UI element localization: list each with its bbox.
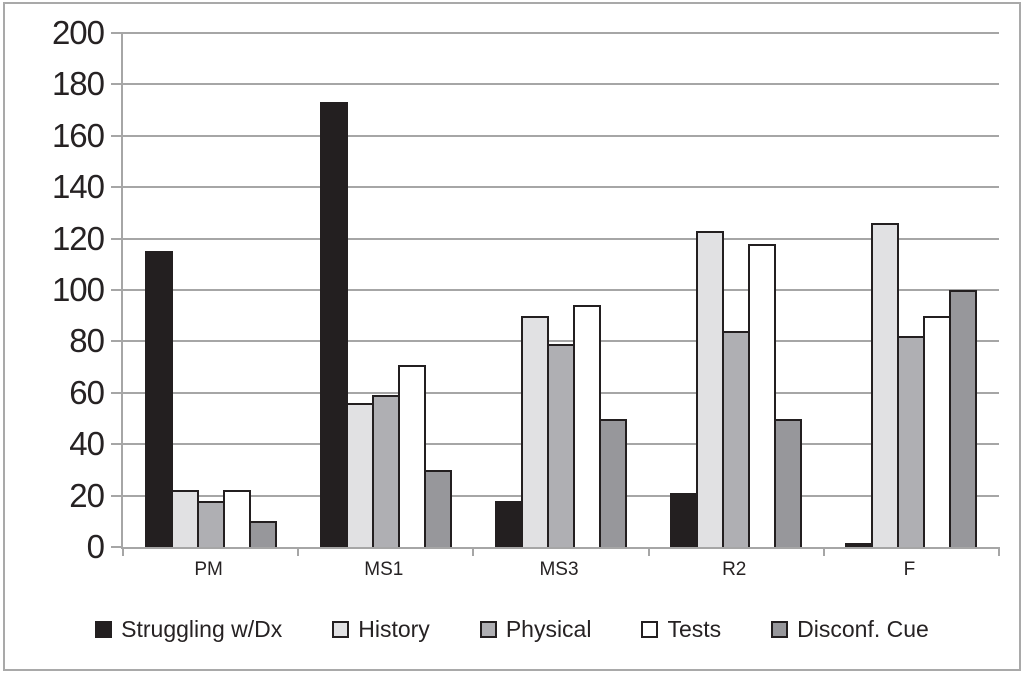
y-tick-label-180: 180 [51,65,105,103]
x-axis-tick [822,547,825,556]
legend-item-disconf-cue: Disconf. Cue [771,616,929,643]
bar-disconf-cue-pm [248,521,277,547]
x-axis-category-labels: PM MS1 MS3 R2 F [121,559,997,581]
bar-tests-ms1 [397,364,426,547]
bar-disconf-cue-r2 [774,418,803,547]
bar-struggling-w-dx-ms1 [319,102,348,547]
x-category-label-pm: PM [194,559,223,580]
bar-tests-pm [222,490,251,547]
gridline-y-180 [123,83,999,86]
legend-item-struggling-w-dx: Struggling w/Dx [95,616,282,643]
y-axis-tick [111,340,123,343]
x-axis-tick [998,547,1000,556]
x-axis-tick [647,547,650,556]
x-category-label-ms3: MS3 [539,559,579,580]
bar-history-pm [170,490,199,547]
y-axis-tick [111,186,123,189]
bar-disconf-cue-ms1 [423,469,452,547]
x-category-label-r2: R2 [722,559,747,580]
bar-group-MS3 [473,33,648,547]
y-tick-label-40: 40 [69,425,105,463]
bar-struggling-w-dx-r2 [670,493,699,547]
legend-swatch-icon [771,621,789,638]
legend-item-physical: Physical [479,616,592,643]
bar-physical-r2 [722,331,751,547]
gridline-y-140 [123,186,999,189]
y-axis-tick-labels: 0 20 40 60 80 100 120 140 160 180 200 [0,14,105,565]
y-axis-tick [111,83,123,86]
y-axis-tick [111,443,123,446]
legend-swatch-icon [479,621,497,638]
legend-label: Tests [667,616,722,642]
bar-groups [123,33,999,547]
legend-label: Physical [505,616,592,642]
bar-history-r2 [696,230,725,547]
x-axis-tick [122,547,124,556]
legend-label: Struggling w/Dx [121,616,283,642]
bar-struggling-w-dx-pm [144,251,173,547]
bar-physical-ms3 [547,343,575,547]
y-tick-label-200: 200 [51,14,105,51]
x-axis-tick [297,547,300,556]
x-category-label-f: F [903,559,916,580]
bar-disconf-cue-f [949,290,978,547]
y-axis-tick [111,289,123,291]
y-axis-tick [111,546,123,548]
bar-physical-pm [196,500,225,547]
bar-disconf-cue-ms3 [599,418,627,547]
gridline-y-160 [123,134,999,137]
y-tick-label-120: 120 [51,219,105,257]
y-axis-tick [111,134,123,137]
y-tick-label-160: 160 [51,116,105,154]
y-tick-label-100: 100 [51,271,105,308]
x-category-label-ms1: MS1 [364,559,404,580]
bar-tests-f [923,315,952,547]
bar-group-R2 [649,33,824,547]
legend-item-history: History [332,616,430,643]
x-axis-tick [472,547,475,556]
bar-physical-f [897,336,926,547]
legend-swatch-icon [332,621,350,638]
y-tick-label-20: 20 [69,476,105,514]
y-tick-label-60: 60 [69,373,105,411]
y-tick-label-140: 140 [51,168,105,206]
y-tick-label-80: 80 [69,322,105,360]
y-axis-tick [111,237,123,240]
bar-group-F [824,33,999,547]
bar-tests-r2 [748,243,777,547]
bar-struggling-w-dx-f [845,543,874,547]
gridline-y-80 [123,340,999,343]
gridline-y-100 [123,289,999,291]
bar-tests-ms3 [573,305,601,547]
legend-swatch-icon [95,621,113,638]
bar-history-ms3 [521,315,549,547]
y-axis-tick [111,32,123,34]
legend-label: Disconf. Cue [797,616,929,642]
bar-struggling-w-dx-ms3 [495,500,523,547]
plot-area [111,32,1000,556]
bar-group-PM [123,33,298,547]
y-tick-label-0: 0 [86,528,105,565]
gridline-y-120 [123,237,999,240]
bar-history-ms1 [345,403,374,547]
y-axis-tick [111,391,123,394]
bar-history-f [871,223,900,547]
bar-group-MS1 [298,33,473,547]
legend-label: History [358,616,430,642]
gridline-y-200 [123,32,999,34]
bar-physical-ms1 [371,395,400,547]
y-axis-tick [111,494,123,497]
legend-item-tests: Tests [641,616,721,643]
legend: Struggling w/Dx History Physical Tests Disco… [0,616,1024,643]
legend-swatch-icon [641,621,659,638]
